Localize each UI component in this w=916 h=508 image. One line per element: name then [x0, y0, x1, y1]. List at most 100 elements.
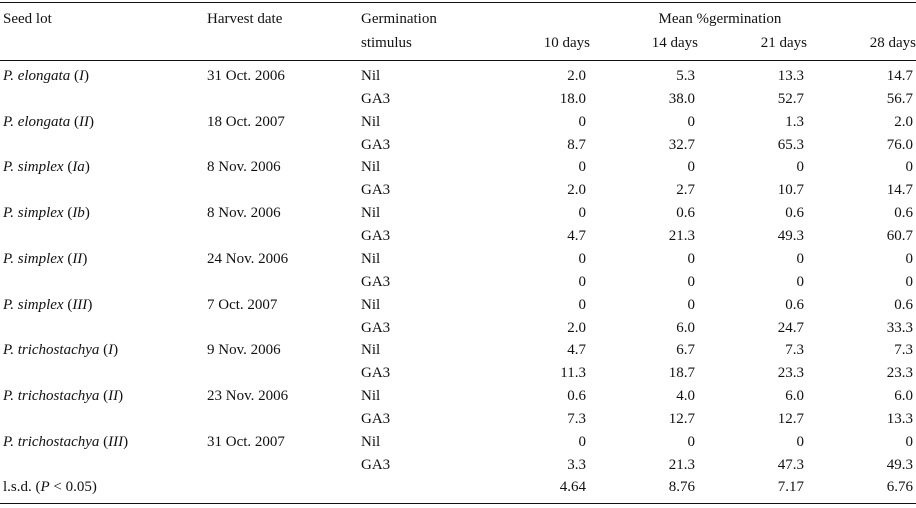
ga3-value-cell: 38.0 [668, 91, 695, 107]
header-stimulus-line2: stimulus [361, 35, 412, 51]
ga3-value-cell: 14.7 [886, 182, 913, 198]
harvest-date-cell: 31 Oct. 2006 [207, 68, 285, 84]
harvest-date-cell: 7 Oct. 2007 [207, 297, 278, 313]
nil-value-cell: 0 [578, 205, 587, 221]
harvest-date-cell: 8 Nov. 2006 [207, 205, 281, 221]
stimulus-ga3-cell: GA3 [361, 365, 391, 381]
ga3-value-cell: 6.0 [676, 320, 695, 336]
nil-value-cell: 0 [796, 251, 805, 267]
ga3-value-cell: 2.7 [676, 182, 695, 198]
stimulus-nil-cell: Nil [361, 297, 381, 313]
stimulus-ga3-cell: GA3 [361, 457, 391, 473]
seed-lot-cell: P. simplex (Ib) [3, 205, 90, 221]
ga3-value-cell: 0 [905, 274, 914, 290]
stimulus-ga3-cell: GA3 [361, 91, 391, 107]
ga3-value-cell: 11.3 [560, 365, 586, 381]
stimulus-ga3-cell: GA3 [361, 137, 391, 153]
nil-value-cell: 0 [796, 159, 805, 175]
ga3-value-cell: 65.3 [777, 137, 804, 153]
ga3-value-cell: 49.3 [777, 228, 804, 244]
nil-value-cell: 0 [905, 434, 914, 450]
nil-value-cell: 0.6 [894, 297, 913, 313]
nil-value-cell: 4.0 [676, 388, 695, 404]
stimulus-nil-cell: Nil [361, 388, 381, 404]
stimulus-ga3-cell: GA3 [361, 274, 391, 290]
header-day-14: 14 days [651, 35, 698, 51]
header-day-21: 21 days [760, 35, 807, 51]
ga3-value-cell: 13.3 [886, 411, 913, 427]
seed-lot-cell: P. simplex (Ia) [3, 159, 90, 175]
ga3-value-cell: 10.7 [777, 182, 804, 198]
nil-value-cell: 2.0 [567, 68, 586, 84]
ga3-value-cell: 3.3 [567, 457, 586, 473]
ga3-value-cell: 24.7 [777, 320, 804, 336]
harvest-date-cell: 24 Nov. 2006 [207, 251, 289, 267]
harvest-date-cell: 9 Nov. 2006 [207, 342, 281, 358]
stimulus-ga3-cell: GA3 [361, 228, 391, 244]
seed-lot-cell: P. simplex (III) [3, 297, 93, 313]
ga3-value-cell: 60.7 [886, 228, 913, 244]
nil-value-cell: 0.6 [785, 205, 804, 221]
nil-value-cell: 0.6 [567, 388, 586, 404]
stimulus-ga3-cell: GA3 [361, 320, 391, 336]
header-seed-lot: Seed lot [3, 11, 52, 27]
lsd-value-21: 7.17 [777, 479, 804, 495]
ga3-value-cell: 8.7 [567, 137, 586, 153]
table-top-rule [0, 2, 916, 3]
nil-value-cell: 13.3 [777, 68, 804, 84]
lsd-value-28: 6.76 [886, 479, 913, 495]
table-header-rule [0, 60, 916, 61]
seed-lot-cell: P. trichostachya (III) [3, 434, 129, 450]
seed-lot-cell: P. simplex (II) [3, 251, 88, 267]
harvest-date-cell: 23 Nov. 2006 [207, 388, 289, 404]
table-bottom-rule [0, 503, 916, 504]
ga3-value-cell: 2.0 [567, 320, 586, 336]
header-stimulus-line1: Germination [361, 11, 437, 27]
header-mean-germination: Mean %germination [658, 11, 782, 27]
ga3-value-cell: 2.0 [567, 182, 586, 198]
nil-value-cell: 6.7 [676, 342, 695, 358]
nil-value-cell: 0 [578, 297, 587, 313]
nil-value-cell: 0 [905, 159, 914, 175]
harvest-date-cell: 18 Oct. 2007 [207, 114, 285, 130]
ga3-value-cell: 52.7 [777, 91, 804, 107]
lsd-value-10: 4.64 [559, 479, 586, 495]
nil-value-cell: 0 [687, 114, 696, 130]
nil-value-cell: 0.6 [785, 297, 804, 313]
ga3-value-cell: 4.7 [567, 228, 586, 244]
nil-value-cell: 5.3 [676, 68, 695, 84]
nil-value-cell: 1.3 [785, 114, 804, 130]
nil-value-cell: 0 [687, 159, 696, 175]
stimulus-nil-cell: Nil [361, 251, 381, 267]
stimulus-nil-cell: Nil [361, 205, 381, 221]
nil-value-cell: 0 [578, 251, 587, 267]
nil-value-cell: 0 [796, 434, 805, 450]
nil-value-cell: 0 [687, 251, 696, 267]
nil-value-cell: 4.7 [567, 342, 586, 358]
nil-value-cell: 0.6 [894, 205, 913, 221]
ga3-value-cell: 21.3 [668, 457, 695, 473]
stimulus-nil-cell: Nil [361, 114, 381, 130]
lsd-label: l.s.d. (P < 0.05) [3, 479, 97, 495]
ga3-value-cell: 33.3 [886, 320, 913, 336]
ga3-value-cell: 56.7 [886, 91, 913, 107]
ga3-value-cell: 49.3 [886, 457, 913, 473]
harvest-date-cell: 31 Oct. 2007 [207, 434, 285, 450]
nil-value-cell: 0 [578, 434, 587, 450]
ga3-value-cell: 0 [687, 274, 696, 290]
nil-value-cell: 0 [578, 114, 587, 130]
seed-lot-cell: P. elongata (II) [3, 114, 94, 130]
nil-value-cell: 0 [905, 251, 914, 267]
nil-value-cell: 0 [687, 434, 696, 450]
stimulus-nil-cell: Nil [361, 342, 381, 358]
stimulus-nil-cell: Nil [361, 68, 381, 84]
nil-value-cell: 0 [687, 297, 696, 313]
header-harvest-date: Harvest date [207, 11, 283, 27]
ga3-value-cell: 76.0 [886, 137, 913, 153]
nil-value-cell: 2.0 [894, 114, 913, 130]
nil-value-cell: 14.7 [886, 68, 913, 84]
nil-value-cell: 7.3 [894, 342, 913, 358]
ga3-value-cell: 47.3 [777, 457, 804, 473]
ga3-value-cell: 18.7 [668, 365, 695, 381]
seed-lot-cell: P. elongata (I) [3, 68, 89, 84]
